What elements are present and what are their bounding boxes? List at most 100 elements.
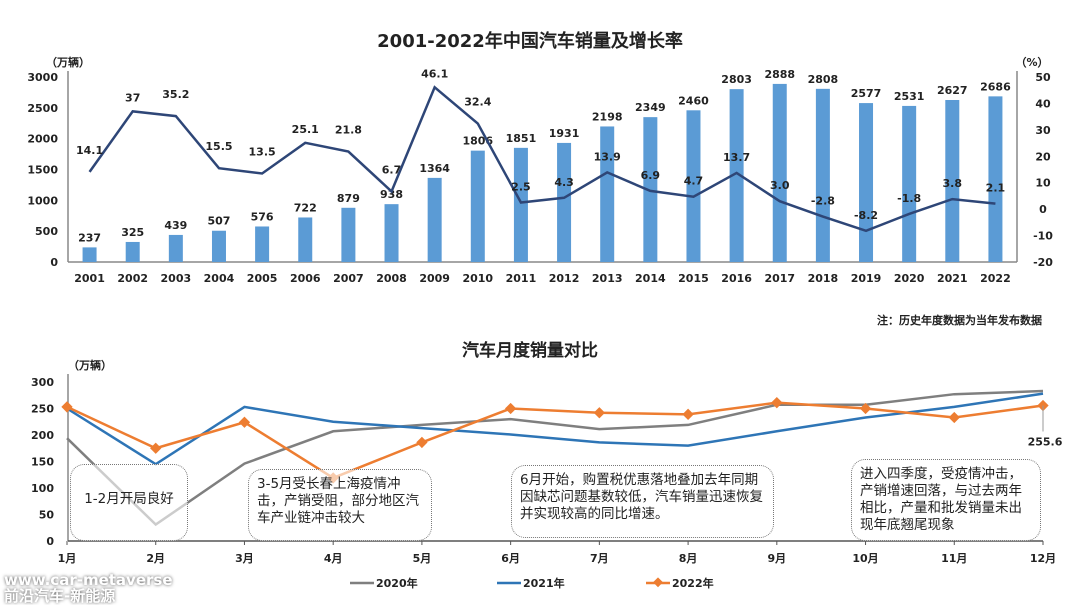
growth-rate-label: 37 — [125, 91, 140, 104]
left-y-tick-label: 1000 — [27, 194, 58, 207]
x-tick-label: 2006 — [290, 272, 321, 285]
bar-value-label: 2686 — [980, 80, 1011, 93]
series-marker — [150, 442, 162, 454]
left-y-tick-label: 0 — [50, 256, 58, 269]
annotation-jan-feb: 1-2月开局良好 — [70, 464, 188, 541]
sales-bar — [341, 207, 356, 262]
x-tick-label: 5月 — [413, 552, 432, 565]
x-tick-label: 6月 — [501, 552, 520, 565]
y-tick-label: 250 — [31, 403, 54, 416]
x-tick-label: 2007 — [333, 272, 364, 285]
growth-rate-label: 3.0 — [770, 179, 790, 192]
x-tick-label: 2月 — [146, 552, 165, 565]
y-tick-label: 300 — [31, 376, 54, 389]
growth-rate-label: 25.1 — [292, 123, 319, 136]
bar-value-label: 722 — [294, 201, 317, 214]
bar-value-label: 1931 — [549, 127, 580, 140]
series-line-2021年 — [66, 392, 1044, 466]
growth-rate-label: 2.1 — [986, 182, 1006, 195]
growth-rate-label: -2.8 — [811, 195, 835, 208]
sales-bar — [211, 230, 226, 262]
growth-rate-label: 6.9 — [641, 169, 661, 182]
growth-rate-label: 46.1 — [421, 67, 448, 80]
y-tick-label: 50 — [39, 509, 55, 522]
watermark-line1: www.car-metaverse — [4, 571, 173, 589]
legend-marker — [653, 577, 663, 588]
series-marker — [948, 411, 960, 424]
x-tick-label: 2016 — [721, 272, 752, 285]
growth-rate-label: 32.4 — [464, 96, 491, 109]
x-tick-label: 2022 — [980, 272, 1011, 285]
y-tick-label: 100 — [31, 482, 54, 495]
top-chart-title: 2001-2022年中国汽车销量及增长率 — [377, 30, 683, 52]
x-tick-label: 10月 — [852, 552, 878, 565]
bar-value-label: 325 — [121, 226, 144, 239]
x-tick-label: 2014 — [635, 272, 666, 285]
bar-value-label: 1364 — [419, 162, 450, 175]
x-tick-label: 2004 — [204, 272, 235, 285]
growth-rate-label: 13.7 — [723, 151, 750, 164]
top-left-axis-unit: （万辆） — [46, 55, 90, 69]
top-right-axis-unit: （%） — [1015, 56, 1048, 69]
right-y-tick-label: 0 — [1039, 203, 1047, 216]
legend-label: 2022年 — [672, 576, 714, 590]
bar-value-label: 2803 — [721, 73, 752, 86]
sales-bar — [686, 110, 701, 262]
bar-value-label: 439 — [164, 219, 187, 232]
bar-value-label: 237 — [78, 231, 101, 244]
series-marker — [416, 436, 428, 449]
x-tick-label: 2019 — [851, 272, 882, 285]
y-tick-label: 150 — [31, 456, 54, 469]
watermark-line2: 前沿汽车-新能源 — [4, 587, 116, 605]
sales-bar — [815, 88, 830, 262]
bar-value-label: 2198 — [592, 110, 623, 123]
bar-value-label: 576 — [251, 210, 274, 223]
sales-bar — [772, 83, 787, 262]
series-line-2022年 — [66, 401, 1044, 480]
growth-rate-label: 6.7 — [382, 163, 402, 176]
left-y-tick-label: 1500 — [27, 164, 58, 177]
sales-bar — [125, 241, 140, 262]
growth-rate-label: 21.8 — [335, 124, 362, 137]
right-y-tick-label: 10 — [1035, 177, 1051, 190]
growth-rate-label: 4.7 — [684, 175, 704, 188]
bar-value-label: 1851 — [506, 132, 537, 145]
x-tick-label: 11月 — [941, 552, 967, 565]
right-y-tick-label: 40 — [1035, 97, 1051, 110]
x-tick-label: 2002 — [117, 272, 148, 285]
bar-value-label: 2808 — [808, 73, 839, 86]
y-tick-label: 200 — [31, 429, 54, 442]
sales-bar — [168, 234, 183, 262]
growth-rate-line — [88, 85, 996, 233]
growth-rate-label: 2.5 — [511, 181, 531, 194]
data-label: 255.6 — [1028, 436, 1063, 449]
x-tick-label: 2017 — [764, 272, 795, 285]
left-y-tick-label: 2500 — [27, 102, 58, 115]
bar-value-label: 879 — [337, 192, 360, 205]
sales-bar — [384, 204, 399, 262]
sales-bar — [600, 126, 615, 262]
sales-bar — [255, 226, 270, 262]
series-marker — [859, 402, 872, 415]
sales-bar — [729, 89, 744, 262]
y-tick-label: 0 — [46, 535, 54, 548]
growth-rate-label: 14.1 — [76, 144, 103, 157]
sales-bar — [513, 147, 528, 262]
x-tick-label: 2021 — [937, 272, 968, 285]
bar-value-label: 938 — [380, 188, 403, 201]
x-tick-label: 2010 — [462, 272, 493, 285]
x-tick-label: 2015 — [678, 272, 709, 285]
annotation-q4: 进入四季度，受疫情冲击，产销增速回落，与过去两年相比，产量和批发销量未出现年底翘… — [851, 459, 1041, 541]
sales-bar — [988, 96, 1003, 262]
bottom-chart-title: 汽车月度销量对比 — [462, 340, 598, 361]
legend-label: 2021年 — [523, 576, 565, 590]
x-tick-label: 2020 — [894, 272, 925, 285]
growth-rate-label: 35.2 — [162, 88, 189, 101]
x-tick-label: 2009 — [419, 272, 450, 285]
watermark: www.car-metaverse 前沿汽车-新能源 — [4, 572, 173, 604]
growth-rate-label: -8.2 — [854, 209, 878, 222]
series-marker — [238, 416, 251, 428]
series-marker — [504, 402, 517, 415]
right-y-tick-label: 20 — [1035, 150, 1051, 163]
